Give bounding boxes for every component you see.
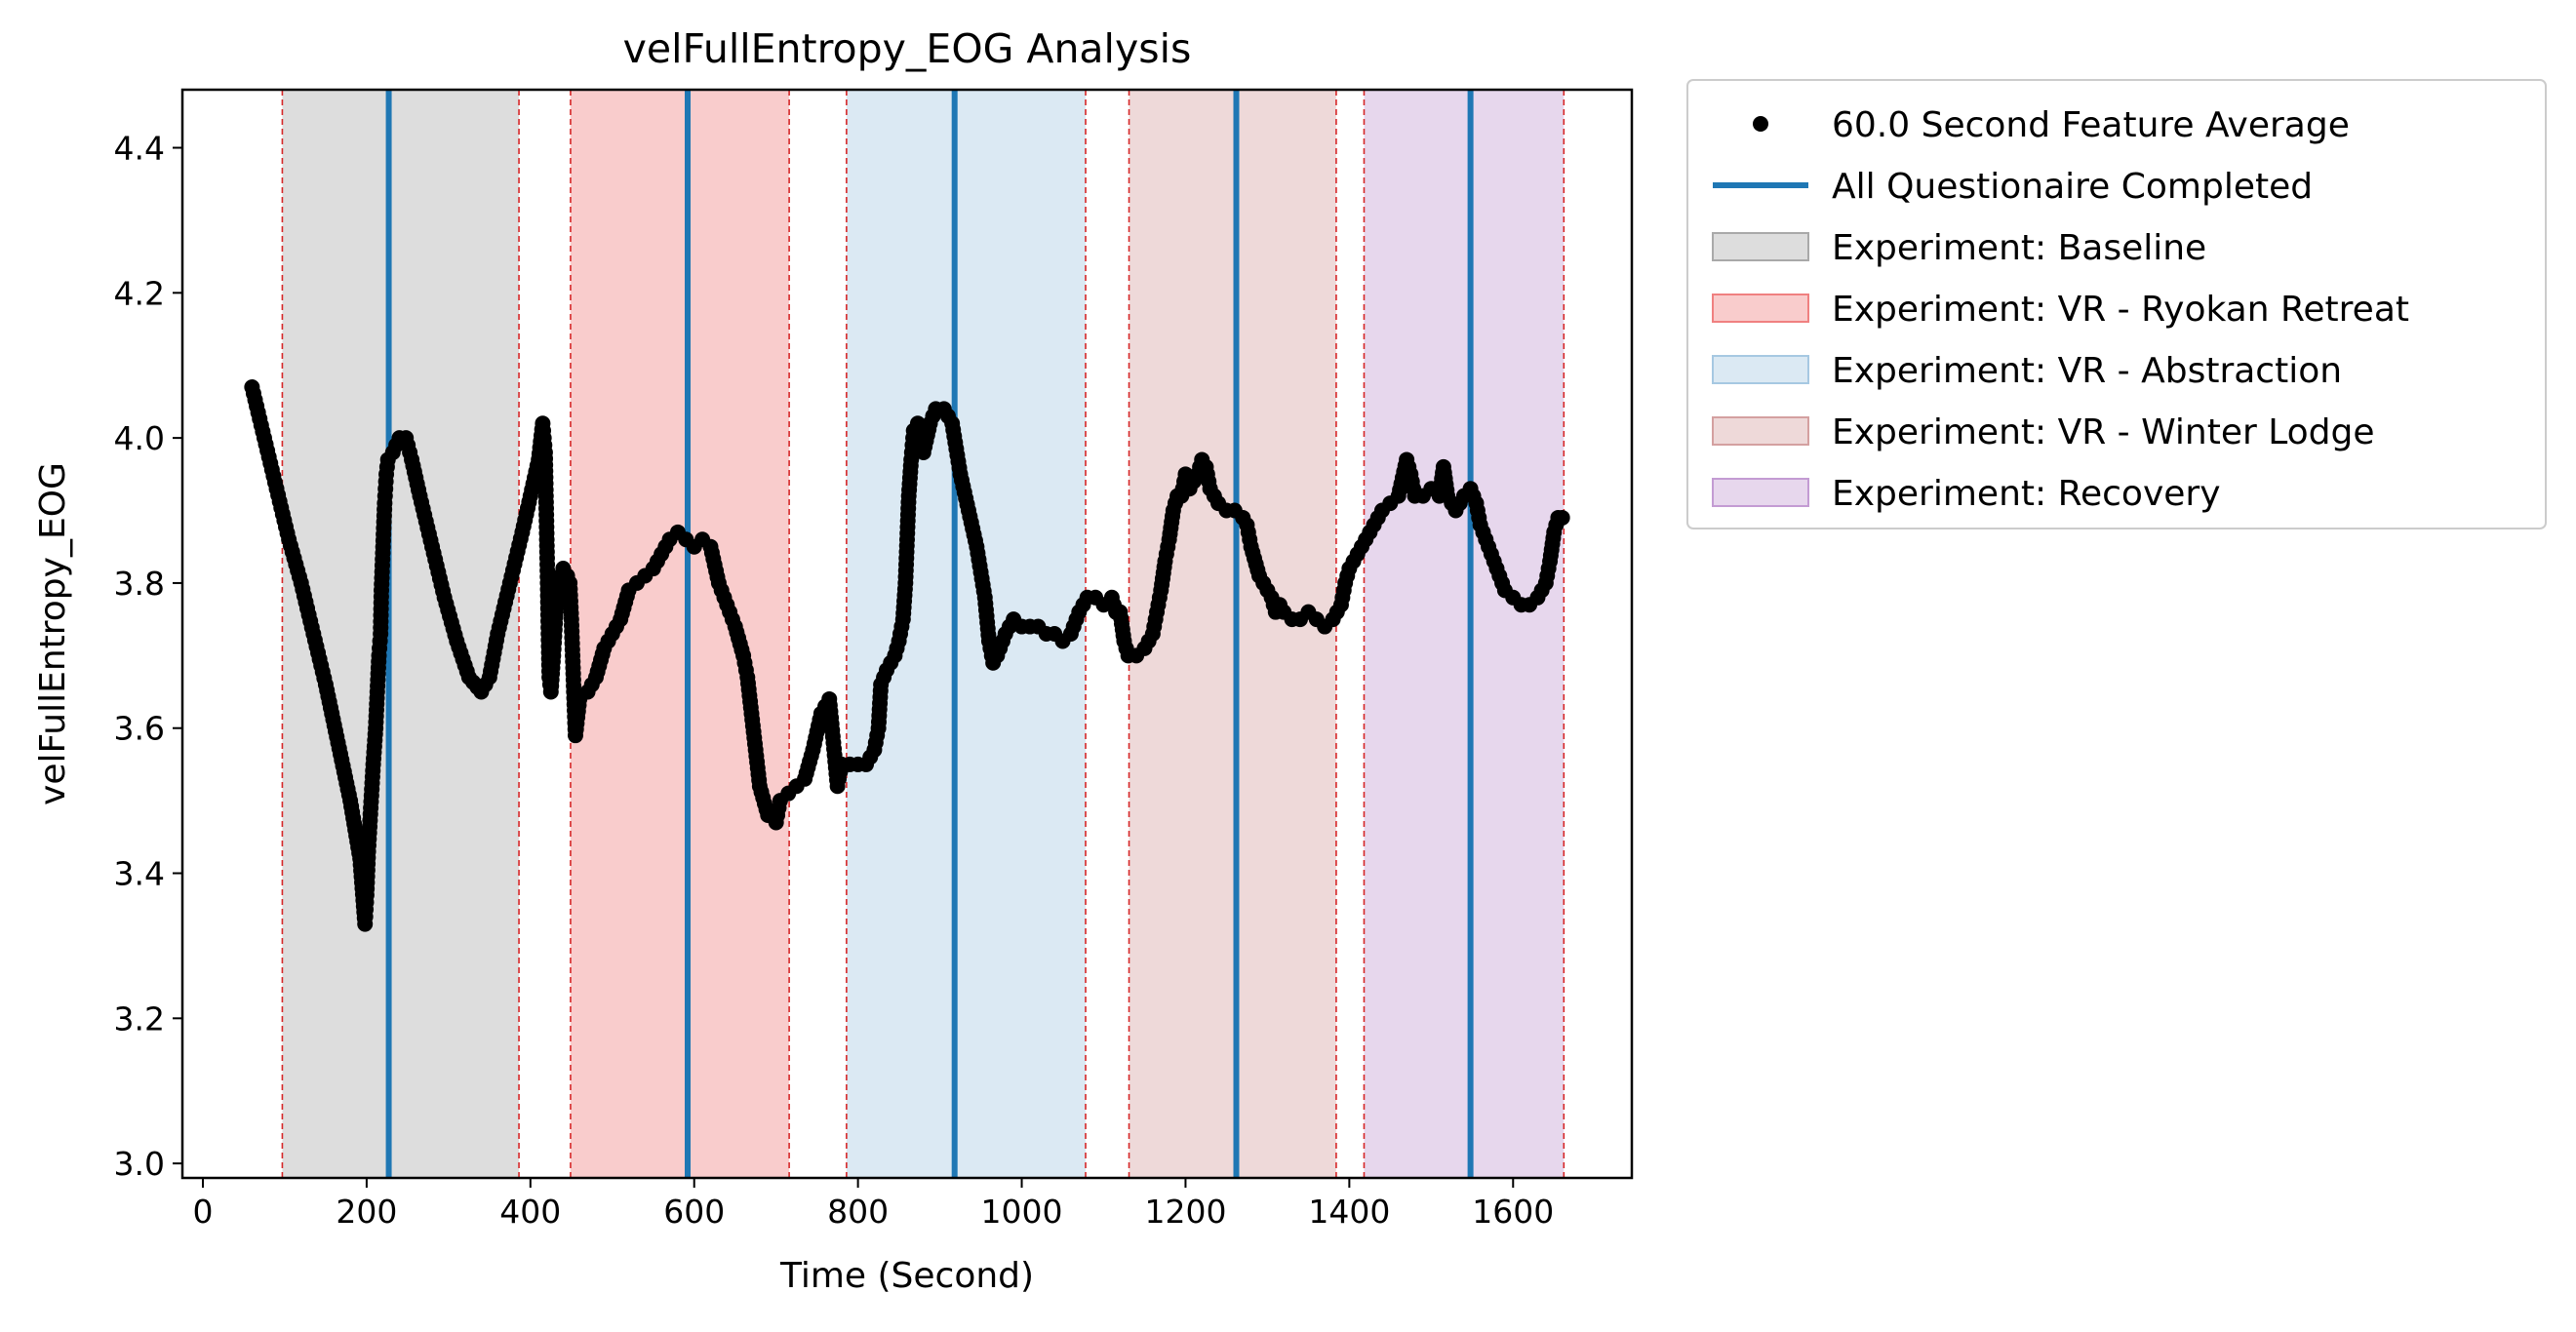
- legend-marker: [1753, 116, 1768, 132]
- x-tick-label: 1000: [981, 1193, 1063, 1231]
- legend-item: Experiment: VR - Abstraction: [1712, 351, 2342, 391]
- plot-area: [244, 90, 1570, 1178]
- legend-item: Experiment: Baseline: [1712, 228, 2206, 268]
- legend-item: Experiment: VR - Winter Lodge: [1712, 412, 2375, 452]
- phase-region: [570, 90, 790, 1178]
- y-tick-label: 3.4: [114, 855, 165, 893]
- legend-label: Experiment: VR - Abstraction: [1832, 351, 2342, 391]
- legend-swatch: [1712, 355, 1809, 384]
- axes-frame: [180, 88, 1634, 1180]
- legend-box: [1686, 79, 2547, 529]
- y-tick-label: 3.8: [114, 565, 165, 603]
- legend-label: Experiment: VR - Winter Lodge: [1832, 412, 2375, 452]
- y-tick-label: 3.2: [114, 999, 165, 1038]
- legend-label: Experiment: VR - Ryokan Retreat: [1832, 290, 2409, 330]
- y-tick-label: 4.4: [114, 130, 165, 168]
- x-tick-label: 400: [499, 1193, 561, 1231]
- x-axis-label: Time (Second): [779, 1256, 1034, 1296]
- legend-item: 60.0 Second Feature Average: [1753, 105, 2350, 145]
- x-tick-label: 1400: [1308, 1193, 1390, 1231]
- y-tick-label: 4.0: [114, 419, 165, 457]
- y-tick-label: 3.6: [114, 710, 165, 748]
- chart-title: velFullEntropy_EOG Analysis: [623, 25, 1192, 72]
- phase-region: [1129, 90, 1336, 1178]
- legend-item: All Questionaire Completed: [1713, 167, 2313, 207]
- x-tick-label: 1600: [1472, 1193, 1554, 1231]
- x-tick-label: 0: [192, 1193, 213, 1231]
- legend-swatch: [1712, 478, 1809, 507]
- y-tick-label: 3.0: [114, 1145, 165, 1183]
- legend-label: Experiment: Recovery: [1832, 474, 2221, 514]
- data-series: [244, 379, 1570, 932]
- legend-label: 60.0 Second Feature Average: [1832, 105, 2350, 145]
- y-tick-label: 4.2: [114, 274, 165, 312]
- legend-swatch: [1712, 294, 1809, 323]
- legend-label: Experiment: Baseline: [1832, 228, 2206, 268]
- legend: 60.0 Second Feature Average All Questiona…: [1686, 79, 2547, 529]
- x-tick-label: 600: [663, 1193, 725, 1231]
- phase-region: [282, 90, 520, 1178]
- axis-ticks: 0 200 400 600 800 1000 1200 1400 1600 3.0 3.2 3.4 3.…: [114, 130, 1555, 1231]
- legend-label: All Questionaire Completed: [1832, 167, 2313, 207]
- y-axis-label: velFullEntropy_EOG: [33, 462, 73, 805]
- x-tick-label: 800: [827, 1193, 889, 1231]
- x-tick-label: 1200: [1144, 1193, 1226, 1231]
- data-point: [1554, 509, 1570, 526]
- x-tick-label: 200: [336, 1193, 397, 1231]
- phase-region: [1364, 90, 1565, 1178]
- legend-item: Experiment: VR - Ryokan Retreat: [1712, 290, 2409, 330]
- legend-swatch: [1712, 232, 1809, 261]
- legend-item: Experiment: Recovery: [1712, 474, 2221, 514]
- legend-swatch: [1712, 416, 1809, 446]
